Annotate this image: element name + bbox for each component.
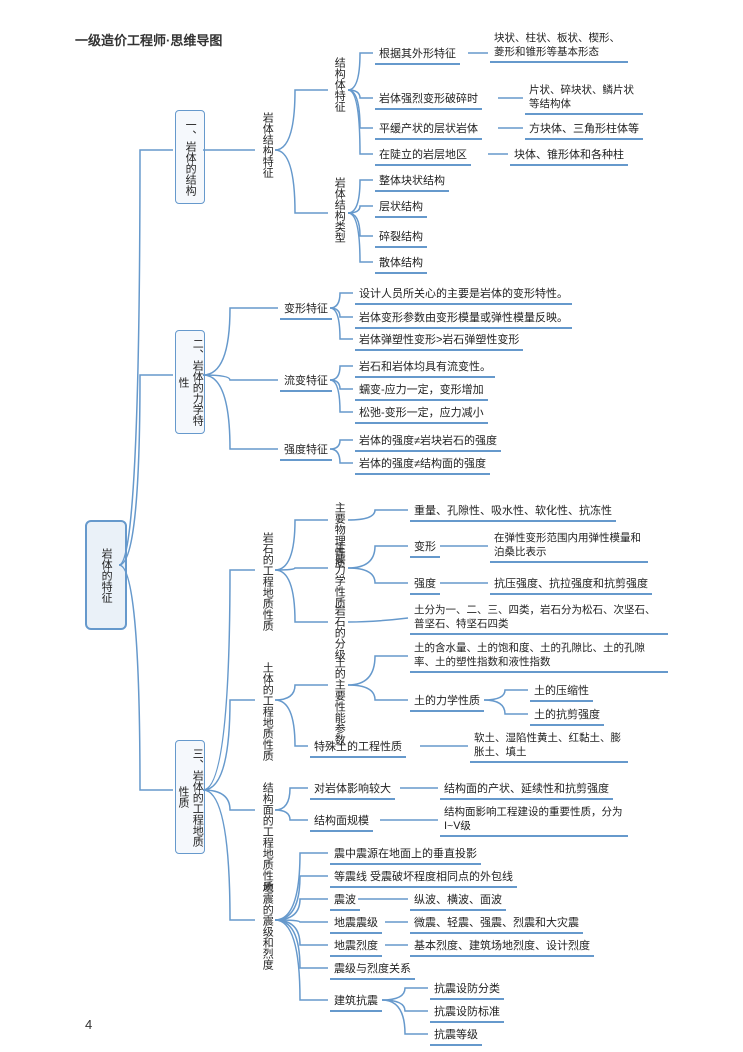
connector-layer — [0, 0, 743, 1052]
